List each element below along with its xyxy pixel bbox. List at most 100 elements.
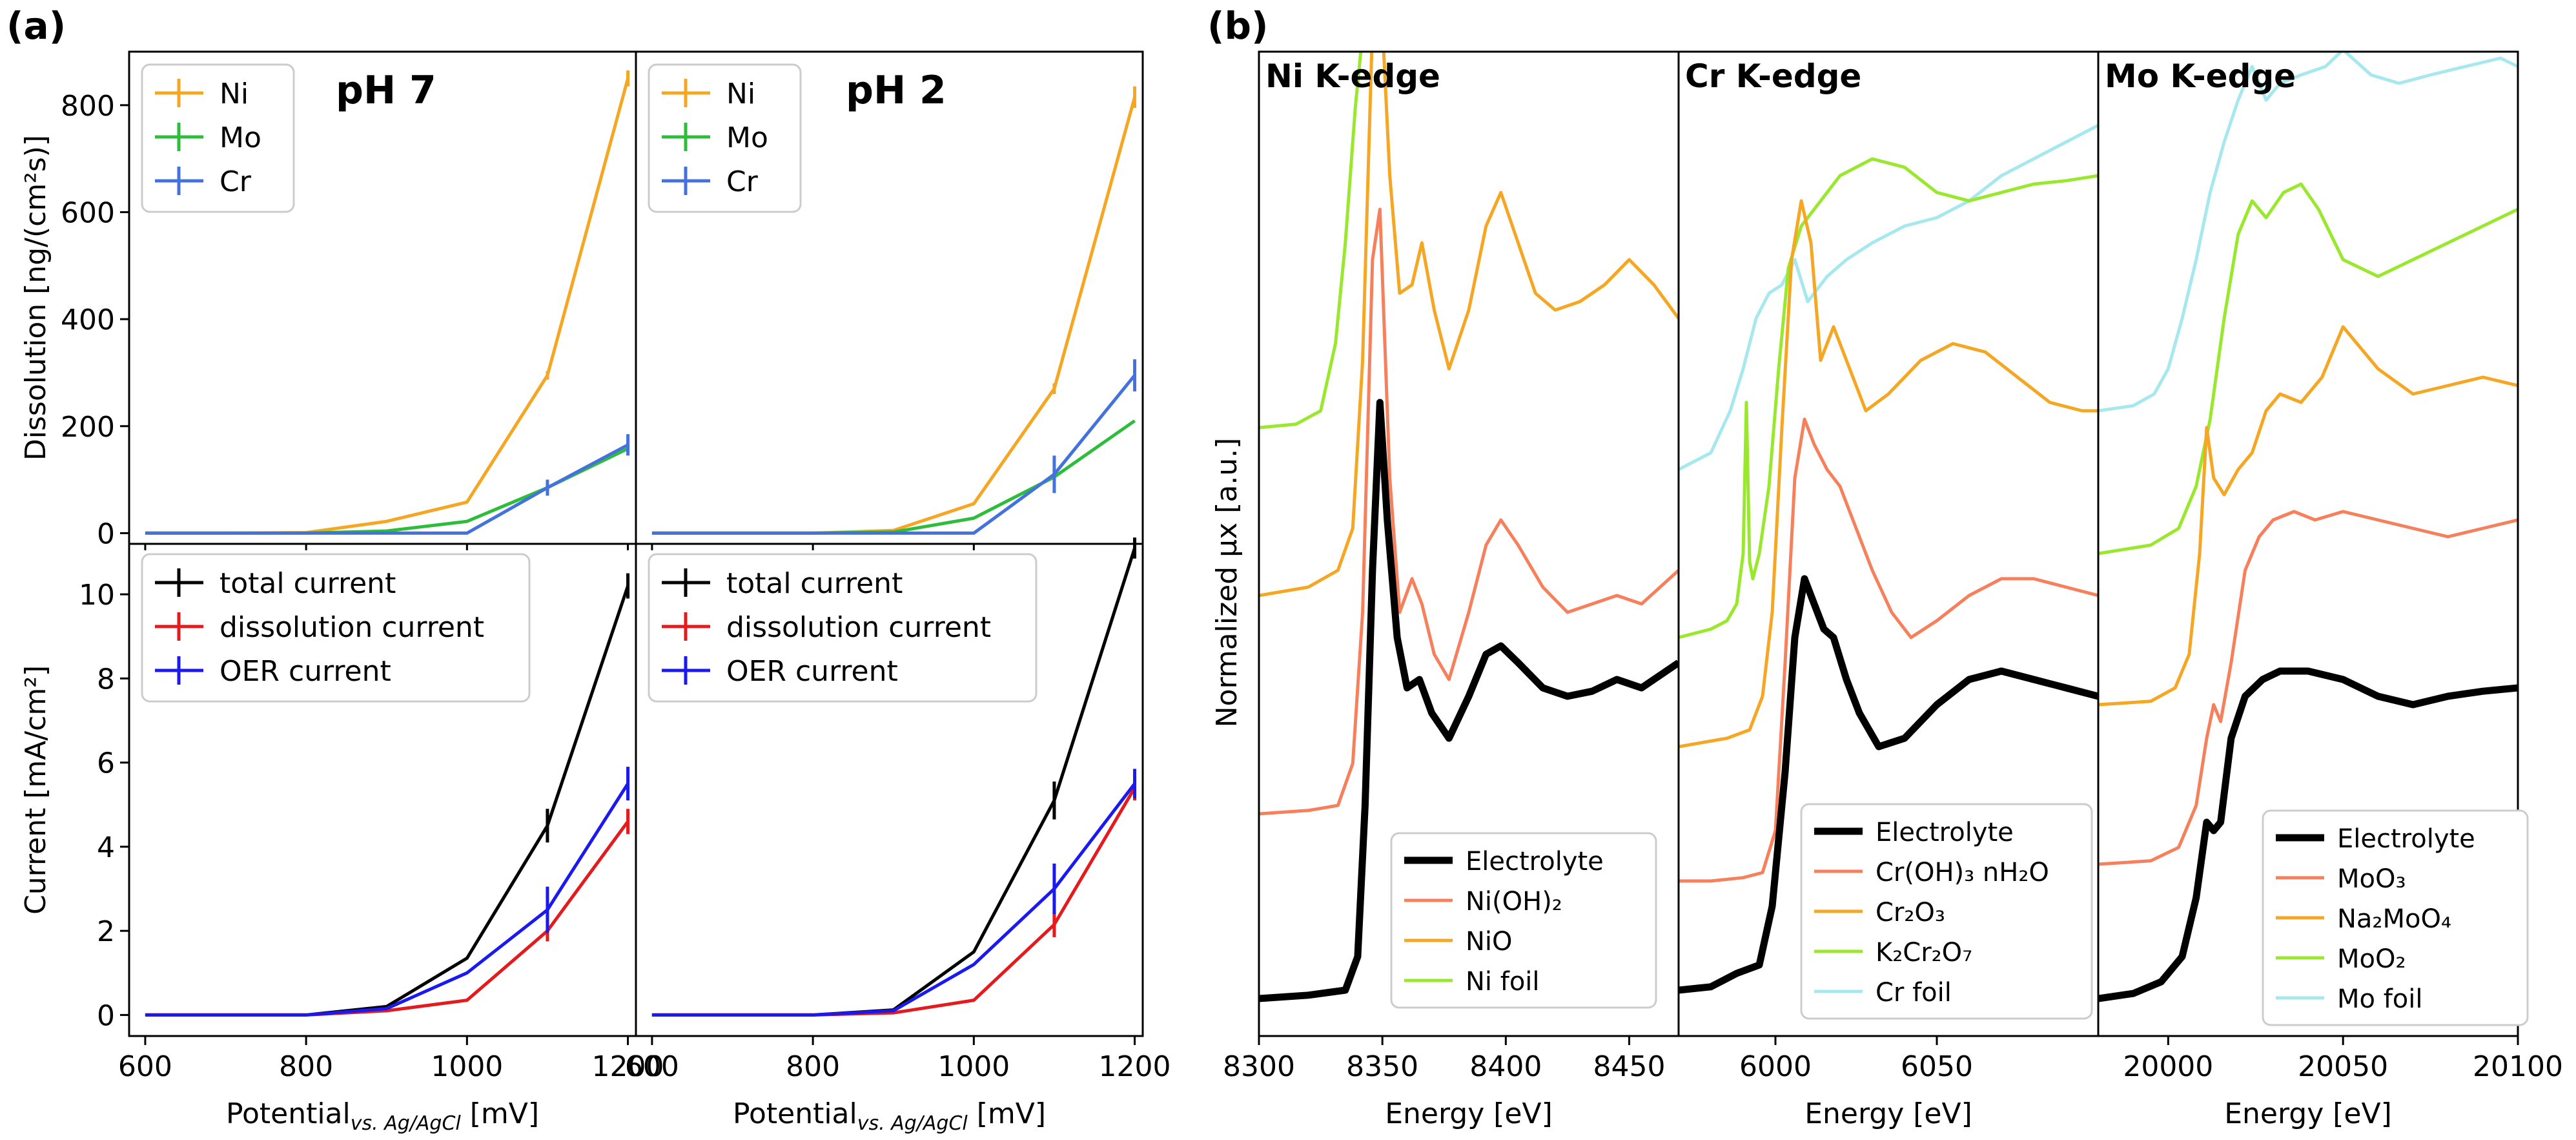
legend-box [648, 553, 1038, 703]
y-tick-label: 0 [97, 999, 115, 1032]
legend-label: MoO₂ [2337, 944, 2406, 974]
edge-title: Cr K-edge [1685, 57, 1861, 95]
chart-xas-mo: Mo K-edge 20000 20050 20100 Energy [eV] Elect… [2097, 50, 2563, 1130]
y-tick-label: 400 [61, 304, 115, 337]
legend-label: Electrolyte [1876, 818, 2014, 847]
legend-label: dissolution current [726, 611, 991, 644]
spectrum-ref2 [2098, 325, 2518, 707]
plot-frame [635, 543, 1144, 1037]
x-axis-label: Energy [eV] [1804, 1097, 1972, 1130]
legend-label: OER current [726, 655, 898, 688]
legend-label: total current [726, 567, 903, 600]
legend-label: Mo [726, 121, 768, 154]
legend-label: Cr(OH)₃ nH₂O [1876, 858, 2049, 887]
x-tick-label: 600 [625, 1050, 679, 1083]
y-tick-label: 800 [61, 90, 115, 123]
legend-label: Cr [220, 165, 252, 198]
legend-label: Ni [726, 78, 755, 110]
x-tick-label: 600 [118, 1050, 172, 1083]
spectrum-ref2 [1259, 52, 1679, 597]
spectrum-ref1 [1679, 417, 2098, 883]
y-tick-label: 6 [97, 747, 115, 780]
x-tick-label: 8450 [1593, 1050, 1666, 1083]
legend-box [2262, 809, 2529, 1026]
x-tick-label: 8300 [1223, 1050, 1295, 1083]
x-axis-label: Energy [eV] [2224, 1097, 2392, 1130]
y-tick-label: 2 [97, 915, 115, 948]
x-tick-label: 8400 [1469, 1050, 1542, 1083]
legend-box [141, 553, 531, 703]
x-tick-label: 6000 [1739, 1050, 1812, 1083]
chart-xas-ni: Ni K-edge 8300 8350 8400 8450 Energy [eV] Norm… [1211, 50, 1680, 1130]
y-axis-label: Dissolution [ng/(cm²s)] [19, 135, 52, 461]
legend-label: K₂Cr₂O₇ [1876, 938, 1972, 968]
chart-diss-ph2: pH 2 Ni Mo Cr [635, 50, 1144, 550]
legend-label: NiO [1466, 927, 1513, 957]
spectrum-Electrolyte [1259, 399, 1679, 1002]
plot-area [2098, 52, 2518, 1002]
legend-label: total current [220, 567, 396, 600]
legend-label: Na₂MoO₄ [2337, 904, 2451, 934]
x-tick-label: 1000 [431, 1050, 503, 1083]
chart-diss-ph7: 0 200 400 600 800 Dissolution [ng/(cm²s)] pH 7… [19, 50, 637, 550]
legend-label: Mo [220, 121, 261, 154]
y-tick-label: 200 [61, 411, 115, 444]
x-tick-label: 8350 [1346, 1050, 1418, 1083]
x-tick-label: 20000 [2123, 1050, 2213, 1083]
x-tick-label: 20050 [2298, 1050, 2388, 1083]
legend-label: Electrolyte [1466, 847, 1604, 876]
x-tick-label: 1200 [592, 1050, 664, 1083]
legend-box [1800, 803, 2093, 1020]
plot-area [1679, 123, 2098, 994]
legend-label: Electrolyte [2337, 824, 2475, 854]
y-tick-label: 10 [79, 579, 115, 612]
spectrum-Electrolyte [2098, 667, 2518, 1002]
spectrum-ref3 [1259, 52, 1363, 430]
y-axis-label: Current [mA/cm²] [19, 665, 52, 915]
legend-label: Mo foil [2337, 984, 2422, 1014]
edge-title: Ni K-edge [1265, 57, 1440, 95]
x-tick-label: 20100 [2473, 1050, 2563, 1083]
chart-title: pH 2 [846, 68, 946, 113]
spectrum-ref4 [1679, 123, 2098, 472]
y-tick-label: 600 [61, 196, 115, 229]
spectrum-ref1 [1259, 207, 1679, 816]
x-axis-label: Potentialvs. Ag/AgCl [mV] [226, 1097, 539, 1135]
legend-label: Cr₂O₃ [1876, 898, 1945, 928]
chart-curr-ph2: 600 800 1000 1200 Potentialvs. Ag/AgCl [mV] t… [625, 537, 1171, 1135]
x-tick-label: 6050 [1901, 1050, 1973, 1083]
spectrum-ref2 [1679, 199, 2098, 749]
chart-title: pH 7 [336, 68, 436, 113]
plot-area [1259, 52, 1679, 1002]
x-axis-label: Potentialvs. Ag/AgCl [mV] [733, 1097, 1046, 1135]
x-tick-label: 800 [279, 1050, 333, 1083]
legend-box [1390, 832, 1657, 1009]
spectrum-ref3 [1679, 157, 2098, 639]
y-tick-label: 4 [97, 831, 115, 864]
chart-xas-cr: Cr K-edge 6000 6050 Energy [eV] Electrolyte C… [1677, 50, 2100, 1130]
x-axis-label: Energy [eV] [1385, 1097, 1553, 1130]
x-tick-label: 1000 [937, 1050, 1010, 1083]
spectrum-Electrolyte [1679, 575, 2098, 994]
chart-curr-ph7: 0 2 4 6 8 10 600 800 1000 1200 Potentialvs. Ag/AgC… [19, 543, 664, 1135]
x-tick-label: 1200 [1099, 1050, 1171, 1083]
x-tick-label: 800 [786, 1050, 840, 1083]
panel-b-label: (b) [1207, 4, 1269, 48]
panel-a-label: (a) [6, 4, 66, 48]
legend-label: dissolution current [220, 611, 484, 644]
spectrum-ref3 [2098, 182, 2518, 555]
legend-label: Ni [220, 78, 249, 110]
legend-label: Cr [726, 165, 759, 198]
legend-label: Ni foil [1466, 967, 1540, 997]
plot-frame [2097, 50, 2519, 1037]
legend-label: MoO₃ [2337, 864, 2406, 894]
y-tick-label: 0 [97, 517, 115, 550]
legend-label: Ni(OH)₂ [1466, 887, 1562, 917]
legend-label: Cr foil [1876, 978, 1952, 1008]
y-tick-label: 8 [97, 663, 115, 696]
legend-label: OER current [220, 655, 391, 688]
edge-title: Mo K-edge [2105, 57, 2296, 95]
spectrum-ref1 [2098, 510, 2518, 866]
y-axis-label: Normalized μx [a.u.] [1211, 438, 1243, 728]
